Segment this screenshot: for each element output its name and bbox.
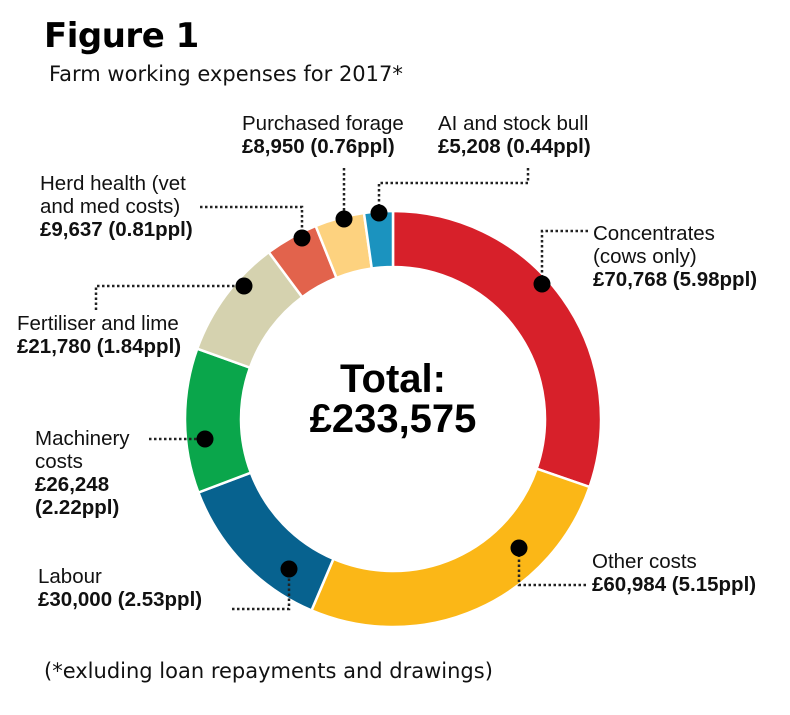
value-machinery-0: £26,248 xyxy=(35,473,109,496)
label-fertiliser: Fertiliser and lime £21,780 (1.84ppl) xyxy=(17,312,181,358)
leader-concentrates xyxy=(540,229,588,282)
slice-concentrates xyxy=(391,209,603,489)
label-ai: AI and stock bull £5,208 (0.44ppl) xyxy=(438,112,591,158)
leader-labour xyxy=(232,572,291,611)
value-labour: £30,000 (2.53ppl) xyxy=(38,588,202,611)
leader-other xyxy=(517,550,586,587)
slice-other xyxy=(309,467,592,629)
label-herd-line-1: and med costs) xyxy=(40,195,180,218)
leader-lines xyxy=(94,168,588,611)
marker-dot-other xyxy=(510,539,528,557)
value-fertiliser: £21,780 (1.84ppl) xyxy=(17,335,181,358)
total-label: Total: xyxy=(340,357,446,401)
label-ai-line-0: AI and stock bull xyxy=(438,112,588,135)
marker-dot-forage xyxy=(335,210,353,228)
marker-dot-fertiliser xyxy=(235,277,253,295)
label-herd-line-0: Herd health (vet xyxy=(40,172,186,195)
slice-labels: Concentrates (cows only) £70,768 (5.98ppl)… xyxy=(17,112,757,611)
marker-dot-ai xyxy=(370,204,388,222)
value-herd: £9,637 (0.81ppl) xyxy=(40,218,193,241)
label-machinery-line-0: Machinery xyxy=(35,427,130,450)
marker-dot-herd xyxy=(293,229,311,247)
label-fertiliser-line-0: Fertiliser and lime xyxy=(17,312,179,335)
label-forage-line-0: Purchased forage xyxy=(242,112,404,135)
value-ai: £5,208 (0.44ppl) xyxy=(438,135,591,158)
label-machinery: Machinery costs £26,248 (2.22ppl) xyxy=(35,427,130,519)
value-machinery-1: (2.22ppl) xyxy=(35,496,119,519)
chart-title: Figure 1 xyxy=(44,16,199,56)
marker-dot-concentrates xyxy=(533,275,551,293)
label-concentrates-line-0: Concentrates xyxy=(593,222,715,245)
label-concentrates-line-1: (cows only) xyxy=(593,245,697,268)
label-labour: Labour £30,000 (2.53ppl) xyxy=(38,565,202,611)
slice-labour xyxy=(196,471,336,613)
value-concentrates: £70,768 (5.98ppl) xyxy=(593,268,757,291)
footnote: (*exluding loan repayments and drawings) xyxy=(44,659,493,683)
total-value: £233,575 xyxy=(310,397,477,441)
marker-dot-machinery xyxy=(196,430,214,448)
value-other: £60,984 (5.15ppl) xyxy=(592,573,756,596)
label-other-line-0: Other costs xyxy=(592,550,697,573)
leader-herd xyxy=(200,205,304,237)
donut-slices xyxy=(183,209,603,629)
label-herd: Herd health (vet and med costs) £9,637 (0.… xyxy=(40,172,193,241)
chart-subtitle: Farm working expenses for 2017* xyxy=(49,62,403,86)
value-forage: £8,950 (0.76ppl) xyxy=(242,135,395,158)
leader-ai xyxy=(377,168,530,211)
label-concentrates: Concentrates (cows only) £70,768 (5.98ppl) xyxy=(593,222,757,291)
marker-dot-labour xyxy=(280,560,298,578)
label-other: Other costs £60,984 (5.15ppl) xyxy=(592,550,756,596)
label-labour-line-0: Labour xyxy=(38,565,102,588)
slice-machinery xyxy=(183,347,253,495)
label-machinery-line-1: costs xyxy=(35,450,83,473)
label-forage: Purchased forage £8,950 (0.76ppl) xyxy=(242,112,404,158)
